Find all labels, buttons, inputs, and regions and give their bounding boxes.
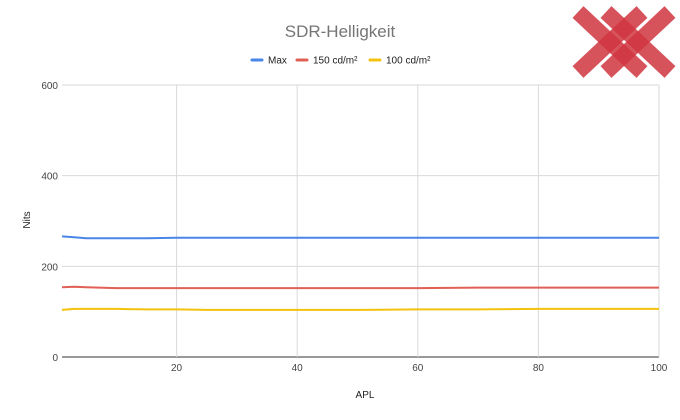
y-tick-label: 0 (52, 353, 58, 364)
legend-item: 150 cd/m² (295, 56, 358, 67)
x-axis-label: APL (356, 390, 375, 401)
logo-stroke (572, 6, 648, 78)
legend-item: 100 cd/m² (368, 56, 431, 67)
y-axis-label: Nits (22, 211, 33, 228)
y-tick-label: 600 (41, 81, 58, 92)
chart-title: SDR-Helligkeit (285, 22, 396, 41)
y-axis-ticks: 0 200 400 600 (41, 81, 58, 364)
xx-logo (572, 6, 676, 78)
legend: Max 150 cd/m² 100 cd/m² (250, 56, 431, 67)
x-tick-label: 40 (292, 363, 304, 374)
grid (62, 84, 660, 358)
x-tick-label: 100 (651, 363, 668, 374)
legend-label: 150 cd/m² (313, 56, 358, 67)
legend-label: 100 cd/m² (386, 56, 431, 67)
x-tick-label: 20 (171, 363, 183, 374)
series-line-0 (61, 235, 659, 240)
series-lines (61, 235, 659, 311)
logo-stroke (600, 6, 676, 78)
y-tick-label: 400 (41, 172, 58, 183)
x-tick-label: 60 (412, 363, 424, 374)
legend-item: Max (250, 56, 287, 67)
legend-label: Max (268, 56, 287, 67)
y-tick-label: 200 (41, 262, 58, 273)
x-axis-ticks: 20 40 60 80 100 (171, 363, 668, 374)
x-tick-label: 80 (533, 363, 545, 374)
series-line-2 (61, 307, 659, 311)
series-line-1 (61, 285, 659, 290)
